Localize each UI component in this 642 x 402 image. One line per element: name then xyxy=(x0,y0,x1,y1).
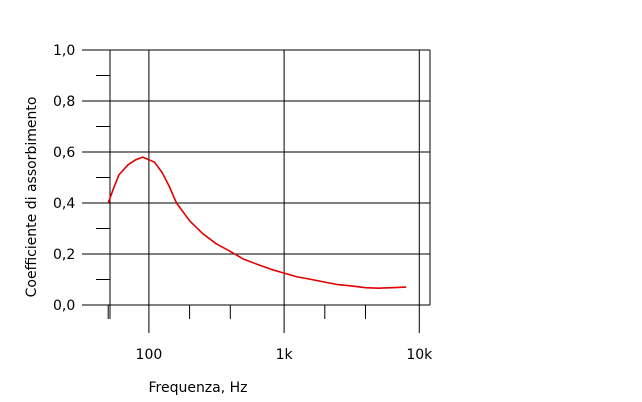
axes xyxy=(82,50,431,319)
x-tick-label: 100 xyxy=(136,347,163,363)
x-axis-title: Frequenza, Hz xyxy=(148,380,247,396)
y-tick-label: 0,8 xyxy=(53,94,75,110)
absorption-curve xyxy=(107,156,407,290)
y-tick-label: 1,0 xyxy=(53,43,75,59)
y-tick-label: 0,0 xyxy=(53,298,75,314)
grid xyxy=(82,49,430,305)
y-tick-label: 0,2 xyxy=(53,247,75,263)
data-series xyxy=(107,156,407,290)
x-tick-label: 1k xyxy=(276,347,294,363)
tick-labels: 0,0 0,2 0,4 0,6 0,8 1,0 100 1k 10k xyxy=(53,43,433,363)
y-tick-label: 0,6 xyxy=(53,145,75,161)
x-tick-label: 10k xyxy=(406,347,433,363)
y-axis-title: Coefficiente di assorbimento xyxy=(24,97,40,298)
tick-marks xyxy=(96,75,420,333)
y-tick-label: 0,4 xyxy=(53,196,75,212)
